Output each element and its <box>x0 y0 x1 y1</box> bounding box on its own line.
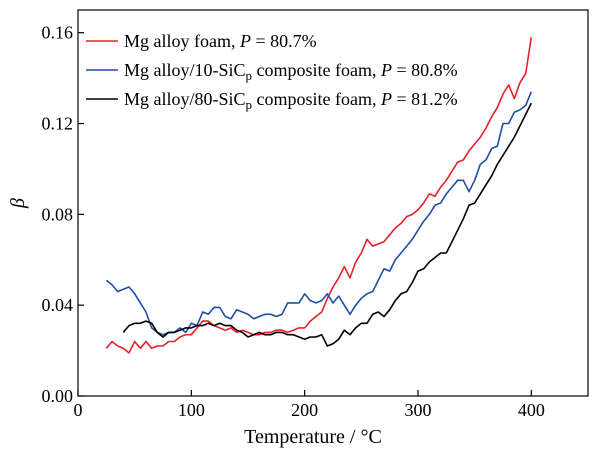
y-tick-label: 0.08 <box>42 204 74 224</box>
legend-label-3: Mg alloy/80-SiCp composite foam, P = 81.… <box>124 89 458 112</box>
plot-area <box>105 37 533 354</box>
y-tick-label: 0.04 <box>42 295 74 315</box>
y-tick-label: 0.00 <box>42 386 74 406</box>
x-axis-title: Temperature / °C <box>244 426 382 448</box>
y-tick-label: 0.12 <box>42 114 74 134</box>
legend-label-2: Mg alloy/10-SiCp composite foam, P = 80.… <box>124 60 458 83</box>
plot-frame <box>77 9 589 397</box>
x-tick-label: 0 <box>74 400 83 420</box>
x-tick-label: 200 <box>291 400 318 420</box>
legend: Mg alloy foam, P = 80.7% Mg alloy/10-SiCp… <box>86 31 458 112</box>
series-line-1 <box>105 37 533 354</box>
legend-label-1: Mg alloy foam, P = 80.7% <box>124 31 317 51</box>
x-tick-label: 100 <box>178 400 205 420</box>
y-tick-label: 0.16 <box>42 23 74 43</box>
series-line-2 <box>105 91 533 336</box>
axes: 0 100 200 300 400 0.00 0.04 0.08 0.12 0.16 Tempera… <box>7 9 589 448</box>
series-line-3 <box>122 102 533 347</box>
y-axis-title: β <box>7 198 29 209</box>
x-tick-label: 300 <box>405 400 432 420</box>
x-tick-label: 400 <box>518 400 545 420</box>
